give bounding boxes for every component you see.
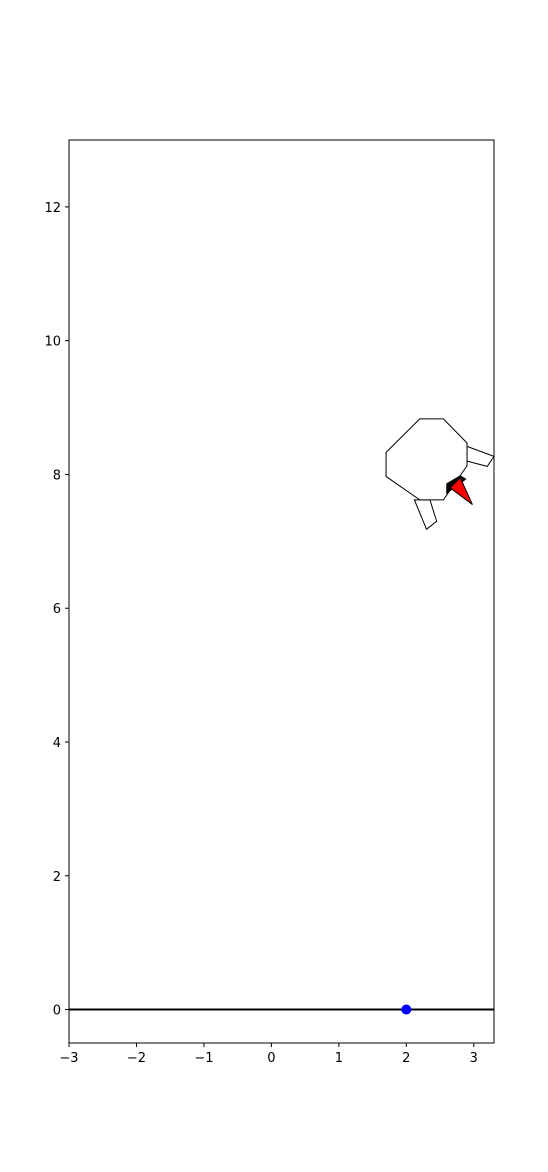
- plot-area: [68, 139, 495, 1044]
- y-tick: 10: [44, 335, 69, 350]
- x-tick-label: −1: [194, 1051, 213, 1066]
- x-tick-label: −2: [127, 1051, 146, 1066]
- x-tick-label: 0: [267, 1051, 275, 1066]
- y-tick-label: 4: [53, 736, 61, 751]
- x-tick: 3: [470, 1043, 478, 1066]
- x-tick-label: 2: [402, 1051, 410, 1066]
- scene: [69, 418, 495, 1015]
- lander-body: [385, 418, 468, 501]
- y-tick-label: 0: [53, 1004, 61, 1019]
- y-tick-label: 8: [53, 468, 61, 483]
- x-tick: 2: [402, 1043, 410, 1066]
- y-tick: 0: [53, 1004, 69, 1019]
- x-tick-label: −3: [59, 1051, 78, 1066]
- y-tick: 2: [53, 870, 69, 885]
- y-tick: 6: [53, 602, 69, 617]
- y-tick: 12: [44, 201, 69, 216]
- x-tick: −1: [194, 1043, 214, 1066]
- axes-background: [69, 140, 494, 1043]
- y-tick: 8: [53, 468, 69, 483]
- x-tick: −3: [59, 1043, 79, 1066]
- y-tick-label: 6: [53, 602, 61, 617]
- landing-target-marker: [401, 1004, 412, 1015]
- y-tick-label: 2: [53, 870, 61, 885]
- y-tick: 4: [53, 736, 69, 751]
- x-tick: 0: [267, 1043, 276, 1066]
- x-axis: −3 −2 −1 0 1 2 3: [59, 1043, 478, 1066]
- x-tick-label: 1: [335, 1051, 343, 1066]
- y-tick-label: 12: [44, 201, 61, 216]
- axes-frame: [68, 139, 495, 1044]
- y-axis: 0 2 4 6 8 10 12: [44, 201, 69, 1019]
- lander-thruster-flame: [449, 476, 473, 505]
- x-tick: −2: [127, 1043, 146, 1066]
- y-tick-label: 10: [44, 335, 61, 350]
- x-tick: 1: [335, 1043, 343, 1066]
- x-tick-label: 3: [470, 1051, 478, 1066]
